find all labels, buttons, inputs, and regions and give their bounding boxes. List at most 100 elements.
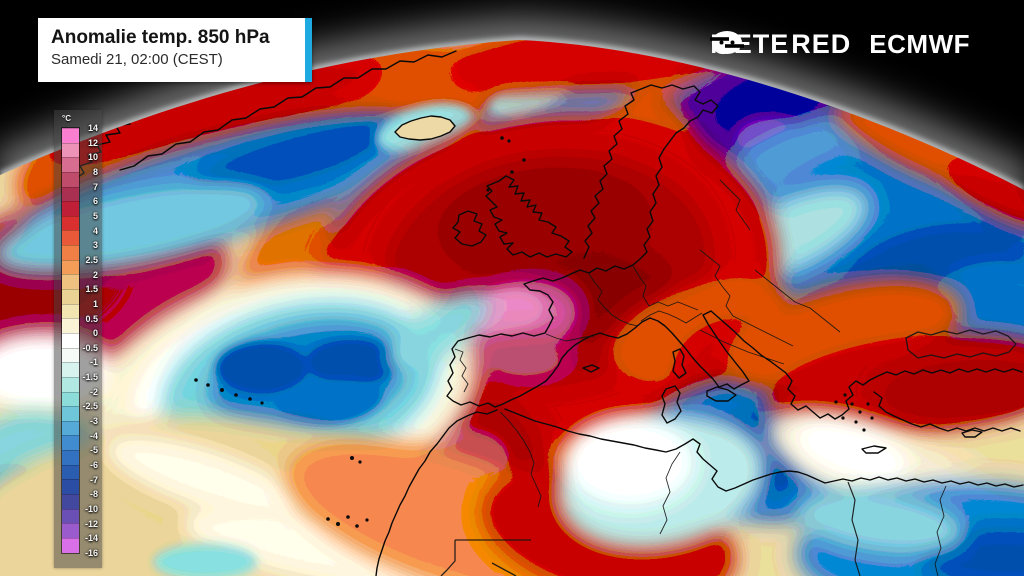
anomaly-swirl-dark-spot-2: [306, 339, 398, 385]
legend-cell: [62, 450, 79, 465]
coastline-north-africa-med: [504, 408, 1024, 492]
coastline-greenland-southeast: [119, 50, 457, 171]
coastline-cyprus: [961, 429, 983, 438]
legend-tick-label: -0.5: [82, 342, 98, 353]
legend-tick-label: -4: [89, 430, 98, 441]
legend-cell: [62, 215, 79, 231]
title-card: Anomalie temp. 850 hPa Samedi 21, 02:00 …: [38, 18, 312, 82]
legend-tick-label: 0: [92, 328, 98, 339]
legend-cell: [62, 186, 79, 202]
border-france-germany-alps: [588, 273, 639, 327]
legend-tick-label: 10: [87, 152, 98, 163]
legend-tick-label: -12: [84, 518, 98, 529]
legend-tick-label: -5: [89, 445, 98, 456]
map-title: Anomalie temp. 850 hPa: [51, 27, 270, 48]
legend-cell: [62, 303, 79, 319]
map-datetime: Samedi 21, 02:00 (CEST): [51, 51, 223, 68]
ecmwf-logo: ECMWF: [710, 29, 970, 60]
anomaly-egypt-cyan-fringe: [795, 490, 965, 554]
legend-cell: [62, 230, 79, 246]
legend-cell: [62, 376, 79, 392]
river-nile: [934, 485, 947, 576]
ecmwf-text: ECMWF: [869, 29, 970, 59]
legend-tick-label: -10: [84, 504, 98, 515]
legend-tick-label: -7: [89, 474, 98, 485]
branding: METE RED ECMWF: [710, 29, 970, 60]
legend-cell: [62, 420, 79, 436]
legend-tick-label: 6: [92, 196, 98, 207]
legend-cell: [62, 274, 79, 290]
anomaly-algeria-white: [565, 417, 695, 507]
border-finland-russia: [719, 179, 751, 231]
legend-tick-label: 7: [92, 181, 98, 192]
legend-cell: [62, 464, 79, 480]
border-morocco-algeria: [499, 411, 542, 508]
coastline-turkey-south: [873, 391, 1021, 432]
legend-cell: [62, 523, 79, 538]
legend-tick-label: -1.5: [82, 372, 98, 383]
legend-tick-label: 4: [92, 225, 98, 236]
border-pyrenees: [545, 333, 595, 342]
legend: °C 14 12 10 8 7 6 5 4 3 2.5 2 1.5 1 0.5 0 -0.5 -1 -1.5 -2 -…: [54, 110, 102, 568]
legend-cell: [62, 362, 79, 377]
coastline-europe-main: [446, 84, 1023, 420]
legend-tick-label: 14: [87, 123, 98, 133]
legend-tick-label: -14: [84, 533, 98, 544]
border-portugal-spain: [454, 348, 469, 393]
legend-cell: [62, 259, 79, 275]
anomaly-egypt-blue-dark: [920, 526, 1024, 576]
legend-tick-label: -2.5: [82, 401, 98, 412]
coastline-crete: [861, 445, 887, 454]
coastline-sardinia: [661, 385, 682, 424]
legend-scale: [61, 127, 80, 554]
border-tunisia-algeria: [659, 451, 681, 535]
border-germany-poland: [632, 265, 699, 311]
border-western-sahara: [440, 539, 531, 576]
legend-tick-label: 1: [92, 298, 98, 309]
borders: [440, 179, 1017, 576]
anomaly-spain-rose-patch: [477, 334, 573, 386]
legend-cell: [62, 391, 79, 407]
legend-cell: [62, 479, 79, 495]
legend-tick-label: 8: [92, 166, 98, 177]
legend-cell: [62, 508, 79, 524]
legend-tick-label: -3: [89, 416, 98, 427]
anomaly-se-white-patch: [794, 421, 910, 483]
anomaly-turkey-maroon: [878, 357, 1024, 423]
anomaly-swirl-dark-spot-3: [278, 379, 382, 425]
meteored-text-post: RED: [791, 29, 852, 59]
anomaly-biscay-pink-bright: [472, 289, 544, 335]
legend-tick-label: 12: [87, 137, 98, 148]
title-card-accent-stripe: [305, 18, 312, 82]
river-danube: [699, 329, 785, 365]
legend-tick-label: -8: [89, 489, 98, 500]
legend-tick-label: -16: [84, 548, 98, 558]
legend-cell: [62, 537, 79, 553]
coastline-balearics: [582, 364, 600, 373]
legend-tick-label: -6: [89, 460, 98, 471]
coastline-black-sea: [905, 329, 1017, 359]
legend-tick-label: 3: [92, 240, 98, 251]
legend-cell: [62, 289, 79, 304]
legend-tick-label: -1: [89, 357, 98, 368]
anomaly-arctic-red-west: [447, 40, 583, 93]
island-dots: [194, 136, 874, 528]
anomaly-right-limb-red: [947, 160, 1024, 230]
coastline-ireland: [452, 210, 487, 247]
legend-cell: [62, 406, 79, 421]
border-alps-italy: [640, 310, 703, 324]
legend-cell: [62, 494, 79, 509]
coastline-corsica: [672, 348, 687, 379]
anomaly-swirl-cyan-tail: [386, 292, 490, 372]
coastline-sicily: [706, 386, 737, 402]
border-libya-egypt: [847, 481, 861, 576]
legend-tick-label: 1.5: [85, 284, 98, 295]
border-east-2: [754, 269, 841, 333]
anomaly-bottom-white-streak-2: [104, 434, 306, 522]
legend-tick-label: 2: [92, 269, 98, 280]
legend-cell: [62, 245, 79, 260]
legend-cell: [62, 142, 79, 158]
legend-cell: [62, 318, 79, 333]
